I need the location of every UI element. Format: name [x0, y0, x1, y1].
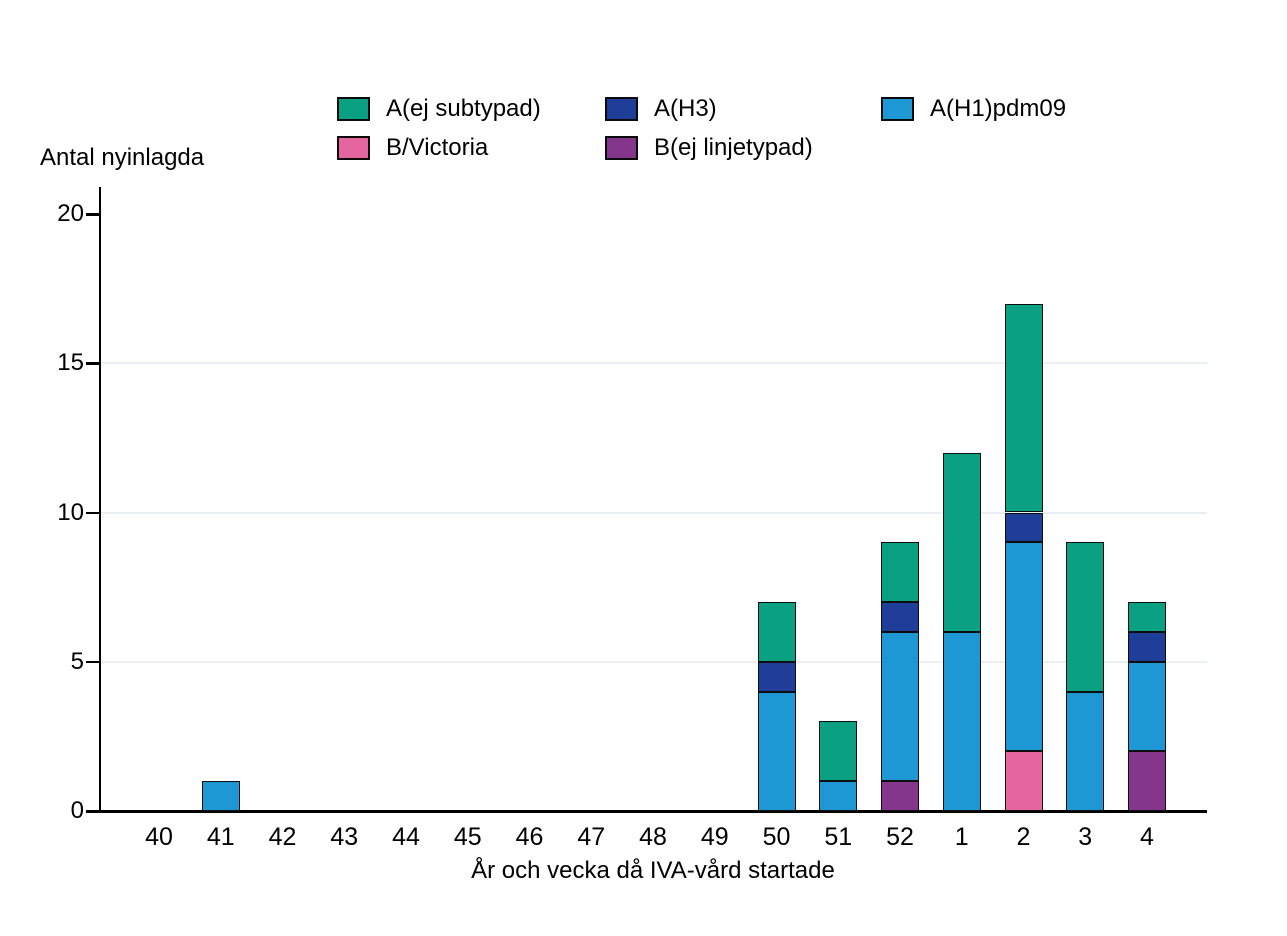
legend-label: B(ej linjetypad) [654, 134, 813, 161]
legend-label: A(H3) [654, 95, 717, 122]
legend-swatch-icon [337, 97, 370, 121]
x-axis-line [98, 810, 1207, 813]
legend-item: A(H3) [605, 95, 881, 123]
y-axis-line [99, 187, 102, 813]
legend-swatch-icon [605, 136, 638, 160]
legend-swatch-icon [337, 136, 370, 160]
x-axis-tick-label: 47 [577, 823, 606, 851]
gridline [101, 362, 1207, 365]
x-axis-tick-label: 52 [886, 823, 914, 851]
legend: A(ej subtypad) A(H3) A(H1)pdm09 B/Victoria B… [337, 95, 1066, 162]
y-axis-tick [86, 362, 99, 365]
bar-segment [1066, 691, 1105, 811]
bar-segment [757, 691, 796, 811]
bar-segment [881, 631, 919, 782]
y-axis-tick [86, 660, 99, 664]
bar-segment [942, 452, 981, 632]
legend-item: A(ej subtypad) [337, 95, 605, 123]
x-axis-tick-label: 49 [700, 823, 729, 851]
legend-swatch-icon [881, 97, 914, 121]
bar-segment [1128, 631, 1166, 662]
y-axis-tick [86, 213, 99, 216]
x-axis-tick-label: 2 [1016, 823, 1031, 851]
legend-item: B/Victoria [337, 134, 605, 162]
bar-segment [881, 542, 919, 603]
x-axis-tick-label: 48 [639, 823, 667, 851]
x-axis-tick-label: 44 [392, 823, 420, 851]
y-axis-tick-label: 15 [57, 349, 84, 377]
bar-segment [1004, 751, 1043, 811]
bar-segment [1004, 303, 1043, 513]
x-axis-tick-label: 3 [1078, 823, 1093, 851]
legend-label: A(H1)pdm09 [930, 95, 1067, 122]
bar-segment [1128, 602, 1166, 632]
bar-segment [201, 781, 240, 811]
x-axis-tick-label: 42 [268, 823, 297, 851]
legend-item: A(H1)pdm09 [881, 95, 1066, 123]
bar-segment [881, 781, 919, 811]
x-axis-title: År och vecka då IVA-vård startade [471, 857, 835, 884]
y-axis-tick-label: 5 [70, 647, 84, 675]
bar-segment [1004, 512, 1043, 543]
x-axis-tick-label: 45 [453, 823, 482, 851]
x-axis-tick-label: 46 [515, 823, 544, 851]
y-axis-title: Antal nyinlagda [40, 144, 205, 171]
legend-label: A(ej subtypad) [386, 95, 541, 122]
legend-label: B/Victoria [386, 134, 489, 161]
bar-segment [881, 602, 919, 632]
x-axis-tick-label: 43 [330, 823, 359, 851]
x-axis-tick-label: 41 [206, 823, 235, 851]
bar-segment [1128, 661, 1166, 752]
bar-segment [819, 721, 858, 782]
gridline [101, 511, 1207, 514]
bar-segment [757, 602, 796, 662]
bar-segment [942, 631, 981, 811]
bar-segment [1004, 542, 1043, 752]
y-axis-tick-label: 10 [57, 498, 84, 526]
y-axis-tick-label: 20 [57, 200, 84, 227]
legend-swatch-icon [605, 97, 638, 121]
x-axis-tick-label: 51 [824, 823, 853, 851]
y-axis-tick [86, 810, 99, 813]
bar-segment [757, 661, 796, 692]
x-axis-tick-label: 50 [762, 823, 791, 851]
gridline [101, 660, 1207, 663]
y-axis-tick-label: 0 [70, 797, 84, 824]
legend-item: B(ej linjetypad) [605, 134, 881, 162]
bar-segment [1128, 751, 1166, 811]
y-axis-tick [86, 511, 99, 514]
x-axis-tick-label: 40 [145, 823, 173, 851]
x-axis-tick-label: 4 [1140, 823, 1154, 851]
bar-segment [1066, 542, 1105, 692]
x-axis-tick-label: 1 [954, 823, 969, 851]
bar-segment [819, 781, 858, 811]
